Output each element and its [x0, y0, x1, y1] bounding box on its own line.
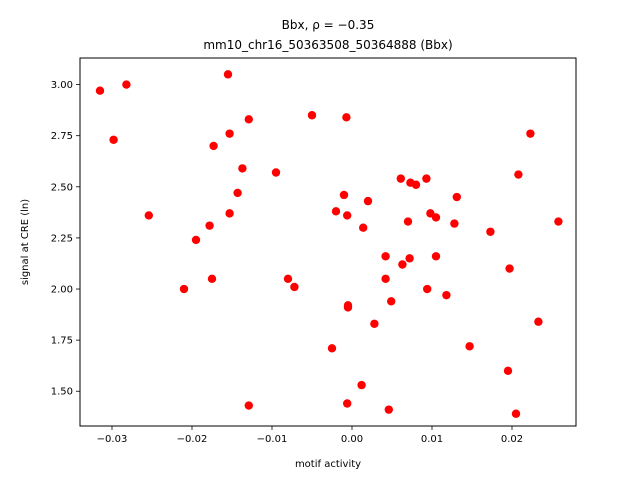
chart-title-line1: Bbx, ρ = −0.35	[282, 18, 375, 32]
scatter-point	[339, 190, 349, 200]
scatter-point	[452, 192, 461, 202]
scatter-point	[381, 252, 390, 261]
scatter-point	[357, 380, 366, 390]
scatter-point	[307, 111, 317, 120]
scatter-point	[450, 219, 459, 228]
scatter-point	[423, 284, 432, 294]
scatter-point	[271, 168, 281, 177]
scatter-point	[331, 207, 341, 216]
scatter-point	[384, 405, 393, 414]
scatter-point	[327, 344, 337, 353]
scatter-point	[205, 221, 214, 230]
chart-title-line2: mm10_chr16_50363508_50364888 (Bbx)	[203, 38, 452, 52]
y-axis-ticks: 1.50 1.75 2.00 2.25 2.50 2.75 3.00	[51, 80, 80, 398]
scatter-point	[387, 297, 396, 306]
scatter-point	[244, 401, 253, 410]
scatter-point	[225, 209, 234, 218]
x-tick-label: 0.00	[341, 434, 363, 445]
y-tick-label: 1.50	[51, 387, 73, 398]
scatter-point	[343, 303, 353, 312]
scatter-point	[290, 282, 299, 292]
scatter-point	[442, 290, 451, 300]
scatter-point	[396, 174, 405, 183]
scatter-point	[411, 180, 421, 189]
scatter-point	[122, 80, 131, 89]
y-tick-label: 2.75	[51, 131, 73, 142]
scatter-point	[179, 284, 189, 294]
scatter-point	[343, 399, 352, 408]
x-axis-ticks: −0.03 −0.02 −0.01 0.00 0.01 0.02	[97, 426, 523, 445]
scatter-point	[109, 135, 118, 144]
x-tick-label: −0.03	[97, 434, 128, 445]
x-tick-label: −0.02	[177, 434, 208, 445]
scatter-point	[465, 342, 474, 351]
scatter-point	[431, 252, 441, 261]
scatter-point	[209, 141, 218, 151]
scatter-point	[381, 274, 390, 283]
y-tick-label: 3.00	[51, 80, 73, 91]
y-axis-label: signal at CRE (ln)	[20, 199, 31, 285]
scatter-point	[534, 317, 543, 326]
scatter-point	[225, 129, 234, 138]
y-tick-label: 2.25	[51, 233, 73, 244]
scatter-point	[511, 409, 521, 418]
data-points	[95, 70, 563, 418]
scatter-point	[244, 115, 253, 124]
x-tick-label: 0.02	[501, 434, 523, 445]
scatter-point	[554, 217, 563, 226]
scatter-point	[526, 129, 535, 138]
plot-frame	[79, 57, 577, 427]
scatter-point	[405, 254, 414, 263]
x-tick-label: −0.01	[257, 434, 288, 445]
scatter-point	[95, 86, 105, 95]
scatter-point	[514, 170, 523, 179]
scatter-point	[503, 366, 513, 375]
x-axis-label: motif activity	[295, 459, 361, 470]
scatter-point	[486, 227, 495, 236]
scatter-point	[223, 70, 233, 79]
scatter-point	[283, 274, 293, 283]
y-tick-label: 2.00	[51, 285, 73, 296]
scatter-point	[505, 264, 514, 273]
scatter-point	[233, 188, 242, 198]
scatter-point	[363, 196, 373, 206]
scatter-point	[431, 213, 441, 222]
y-tick-label: 2.50	[51, 182, 73, 193]
scatter-point	[144, 211, 153, 220]
x-tick-label: 0.01	[421, 434, 443, 445]
y-tick-label: 1.75	[51, 336, 73, 347]
scatter-point	[370, 319, 379, 328]
scatter-point	[343, 211, 352, 220]
scatter-point	[238, 164, 247, 173]
scatter-point	[403, 217, 413, 226]
scatter-point	[191, 235, 201, 245]
scatter-point	[207, 274, 217, 283]
scatter-point	[398, 260, 407, 269]
scatter-point	[359, 223, 368, 232]
scatter-point	[422, 174, 431, 183]
scatter-point	[342, 113, 351, 122]
